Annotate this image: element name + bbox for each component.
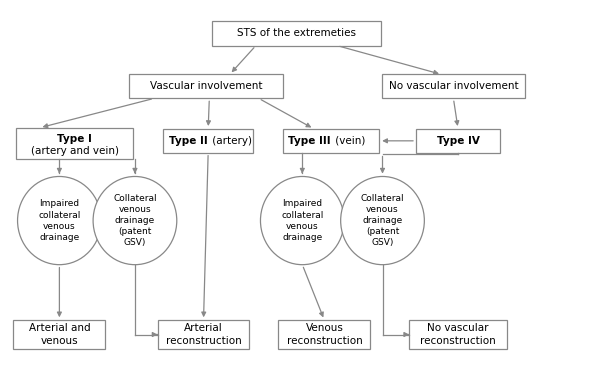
FancyBboxPatch shape xyxy=(279,320,370,349)
FancyBboxPatch shape xyxy=(409,320,507,349)
Text: No vascular involvement: No vascular involvement xyxy=(388,81,518,92)
Text: (artery and vein): (artery and vein) xyxy=(30,146,119,156)
Text: Impaired
collateral
venous
drainage: Impaired collateral venous drainage xyxy=(281,200,324,242)
Ellipse shape xyxy=(93,177,177,265)
Ellipse shape xyxy=(260,177,344,265)
Text: Impaired
collateral
venous
drainage: Impaired collateral venous drainage xyxy=(38,200,81,242)
Text: Venous
reconstruction: Venous reconstruction xyxy=(286,323,362,346)
FancyBboxPatch shape xyxy=(283,129,380,153)
FancyBboxPatch shape xyxy=(158,320,250,349)
Ellipse shape xyxy=(18,177,101,265)
FancyBboxPatch shape xyxy=(382,75,525,98)
Text: STS of the extremeties: STS of the extremeties xyxy=(237,28,356,38)
Text: Collateral
venous
drainage
(patent
GSV): Collateral venous drainage (patent GSV) xyxy=(113,194,157,247)
Text: Type III: Type III xyxy=(288,136,331,146)
Text: Vascular involvement: Vascular involvement xyxy=(150,81,263,92)
Text: (vein): (vein) xyxy=(332,136,365,146)
Text: Arterial and
venous: Arterial and venous xyxy=(28,323,90,346)
FancyBboxPatch shape xyxy=(163,129,253,153)
Text: Arterial
reconstruction: Arterial reconstruction xyxy=(165,323,241,346)
FancyBboxPatch shape xyxy=(14,320,106,349)
FancyBboxPatch shape xyxy=(129,75,283,98)
FancyBboxPatch shape xyxy=(17,128,133,159)
Text: No vascular
reconstruction: No vascular reconstruction xyxy=(420,323,496,346)
FancyBboxPatch shape xyxy=(416,129,500,153)
Ellipse shape xyxy=(340,177,425,265)
Text: (artery): (artery) xyxy=(209,136,252,146)
Text: Type IV: Type IV xyxy=(436,136,480,146)
FancyBboxPatch shape xyxy=(212,21,381,46)
Text: Type I: Type I xyxy=(57,134,92,144)
Text: Collateral
venous
drainage
(patent
GSV): Collateral venous drainage (patent GSV) xyxy=(361,194,404,247)
Text: Type II: Type II xyxy=(169,136,208,146)
